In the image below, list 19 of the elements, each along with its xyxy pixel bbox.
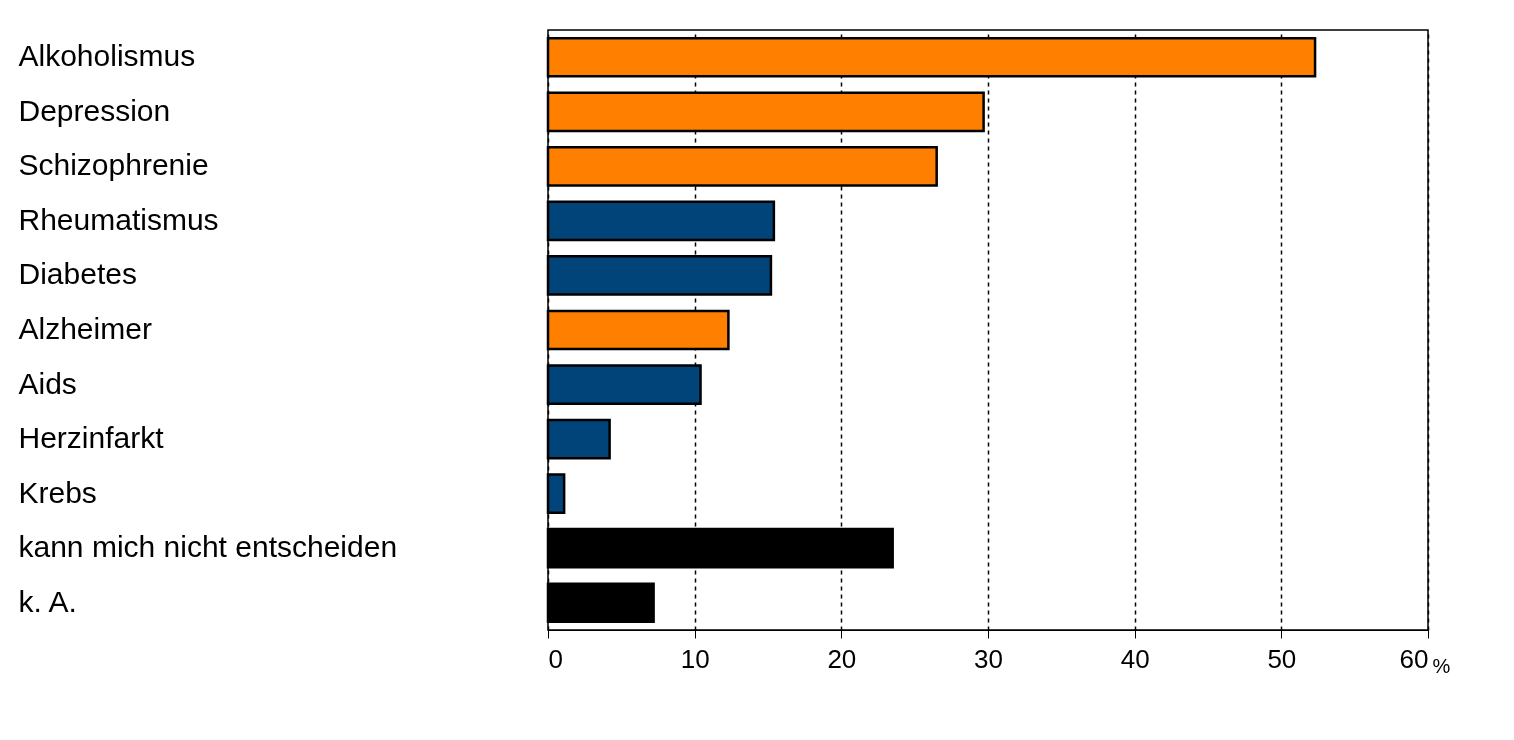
- x-tick-label: 10: [680, 643, 710, 674]
- y-tick-label: Herzinfarkt: [18, 421, 165, 455]
- x-tick-label: 20: [827, 643, 857, 674]
- y-tick-label: Diabetes: [18, 257, 137, 291]
- x-tick-label: 40: [1120, 643, 1150, 674]
- y-tick-label: Aids: [18, 366, 77, 400]
- x-tick-label: 0: [548, 643, 563, 674]
- y-tick-label: kann mich nicht entscheiden: [18, 530, 398, 564]
- y-tick-label: Alzheimer: [18, 312, 152, 345]
- y-tick-label: Krebs: [18, 475, 97, 509]
- x-tick-label: 50: [1267, 643, 1297, 674]
- x-axis-title: %: [1432, 654, 1451, 677]
- x-tick-label: 60: [1399, 643, 1429, 674]
- y-tick-label: Depression: [18, 93, 171, 127]
- x-tick-label: 30: [974, 643, 1003, 674]
- y-tick-label: k. A.: [18, 584, 77, 618]
- y-tick-label: Rheumatismus: [18, 202, 219, 236]
- y-tick-label: Alkoholismus: [18, 39, 196, 73]
- y-tick-label: Schizophrenie: [18, 148, 209, 182]
